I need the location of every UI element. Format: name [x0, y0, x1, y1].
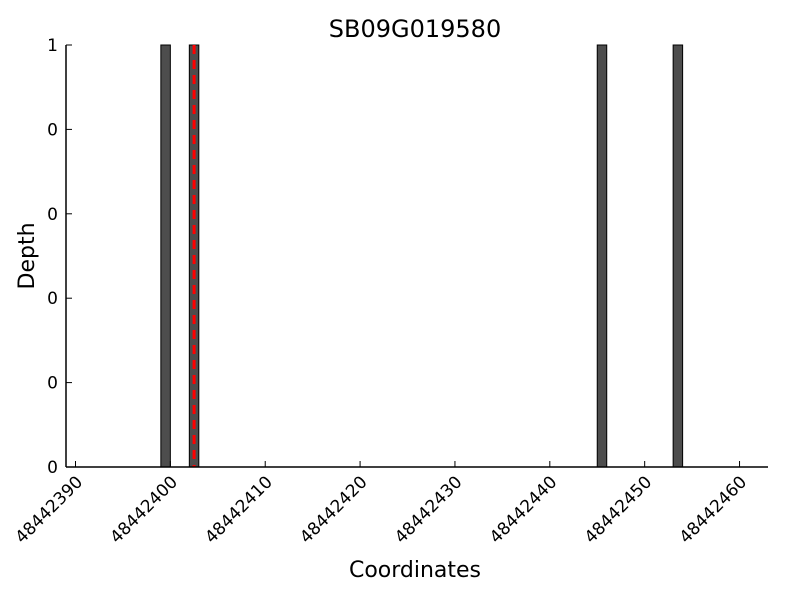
x-tick-label: 48442430: [391, 472, 466, 547]
x-tick-label: 48442390: [12, 472, 87, 547]
y-tick-label: 0: [47, 205, 58, 225]
chart-title: SB09G019580: [329, 15, 501, 43]
x-tick-label: 48442420: [296, 472, 371, 547]
x-tick-label: 48442450: [581, 472, 656, 547]
y-tick-label: 0: [47, 289, 58, 309]
x-tick-label: 48442460: [676, 472, 751, 547]
bar-2: [596, 44, 608, 468]
x-tick-label: 48442410: [201, 472, 276, 547]
x-axis-label: Coordinates: [349, 558, 481, 583]
bar-0: [160, 44, 171, 468]
bar-3: [672, 44, 684, 468]
y-axis-label: Depth: [15, 222, 40, 289]
y-tick-label: 0: [47, 458, 58, 478]
y-tick-label: 1: [47, 36, 58, 56]
x-tick-label: 48442400: [107, 472, 182, 547]
x-tick-label: 48442440: [486, 472, 561, 547]
y-tick-label: 0: [47, 120, 58, 140]
y-tick-label: 0: [47, 374, 58, 394]
